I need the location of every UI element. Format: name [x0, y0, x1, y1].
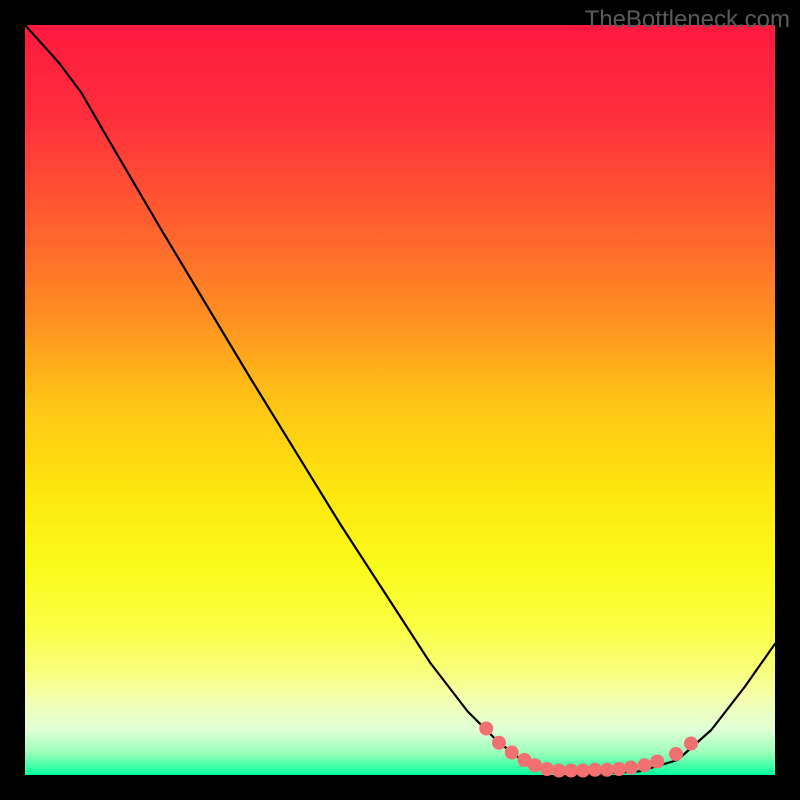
curve-marker — [540, 762, 554, 776]
bottleneck-curve — [25, 25, 775, 775]
curve-marker — [492, 736, 506, 750]
curve-marker — [638, 758, 652, 772]
curve-markers — [479, 722, 698, 778]
curve-marker — [479, 722, 493, 736]
curve-marker — [624, 761, 638, 775]
watermark-text: TheBottleneck.com — [585, 6, 790, 34]
curve-marker — [588, 763, 602, 777]
curve-marker — [505, 746, 519, 760]
curve-marker — [528, 758, 542, 772]
curve-marker — [650, 755, 664, 769]
curve-marker — [600, 763, 614, 777]
chart-curve-layer — [25, 25, 775, 775]
curve-marker — [684, 737, 698, 751]
curve-marker — [669, 747, 683, 761]
curve-marker — [612, 762, 626, 776]
curve-marker — [576, 764, 590, 778]
plot-area — [25, 25, 775, 775]
curve-marker — [552, 764, 566, 778]
curve-marker — [564, 764, 578, 778]
